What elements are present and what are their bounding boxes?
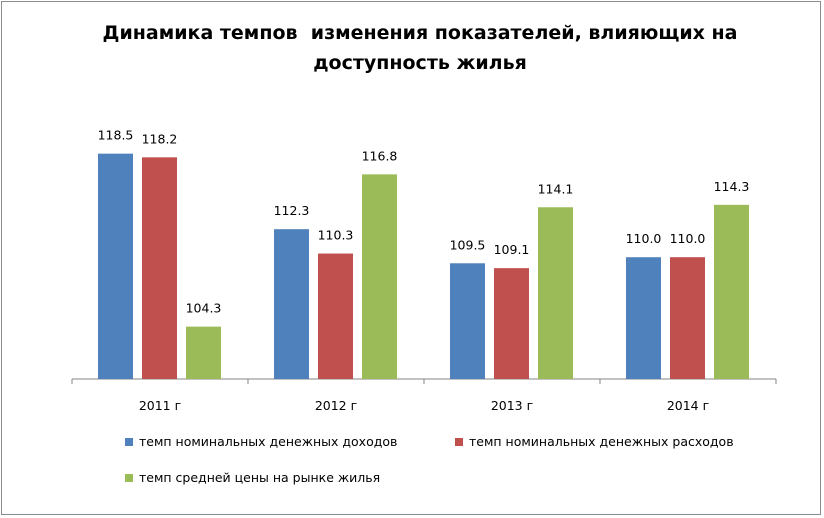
data-label-series-2-4: 110.0 (670, 231, 706, 246)
data-label-series-1-2: 112.3 (274, 203, 310, 218)
data-label-series-2-3: 109.1 (494, 242, 530, 257)
bar-series-2-4 (670, 257, 705, 379)
x-tick-label-2: 2012 г (315, 398, 357, 413)
legend-swatch-series-3 (125, 473, 133, 482)
data-label-series-1-1: 118.5 (98, 128, 134, 143)
data-label-series-3-4: 114.3 (714, 179, 750, 194)
legend-label-series-2: темп номинальных денежных расходов (469, 434, 734, 449)
bar-series-2-2 (318, 253, 353, 379)
legend-item-series-2: темп номинальных денежных расходов (455, 434, 734, 449)
legend-item-series-1: темп номинальных денежных доходов (125, 434, 397, 449)
bar-series-2-1 (142, 157, 177, 379)
data-label-series-1-4: 110.0 (626, 231, 662, 246)
data-label-series-1-3: 109.5 (450, 237, 486, 252)
bar-series-3-1 (186, 326, 221, 379)
data-label-series-2-1: 118.2 (142, 131, 178, 146)
data-label-series-3-1: 104.3 (186, 301, 222, 316)
bar-series-3-2 (362, 174, 397, 379)
legend-label-series-3: темп средней цены на рынке жилья (139, 470, 381, 485)
legend-item-series-3: темп средней цены на рынке жилья (125, 470, 380, 485)
data-label-series-3-2: 116.8 (362, 148, 398, 163)
bar-series-1-4 (626, 257, 661, 379)
bar-series-3-4 (714, 204, 749, 379)
bar-series-1-2 (274, 229, 309, 379)
x-tick-label-1: 2011 г (139, 398, 181, 413)
x-tick-label-4: 2014 г (667, 398, 709, 413)
data-label-series-3-3: 114.1 (538, 181, 574, 196)
bar-series-3-3 (538, 207, 573, 379)
chart-title: Динамика темпов изменения показателей, в… (102, 22, 738, 74)
bar-series-1-1 (98, 153, 133, 379)
legend-label-series-1: темп номинальных денежных доходов (139, 434, 398, 449)
bar-series-1-3 (450, 263, 485, 379)
bar-series-2-3 (494, 268, 529, 379)
legend-swatch-series-2 (455, 437, 463, 446)
legend-swatch-series-1 (125, 437, 133, 446)
data-label-series-2-2: 110.3 (318, 228, 354, 243)
x-tick-label-3: 2013 г (491, 398, 533, 413)
